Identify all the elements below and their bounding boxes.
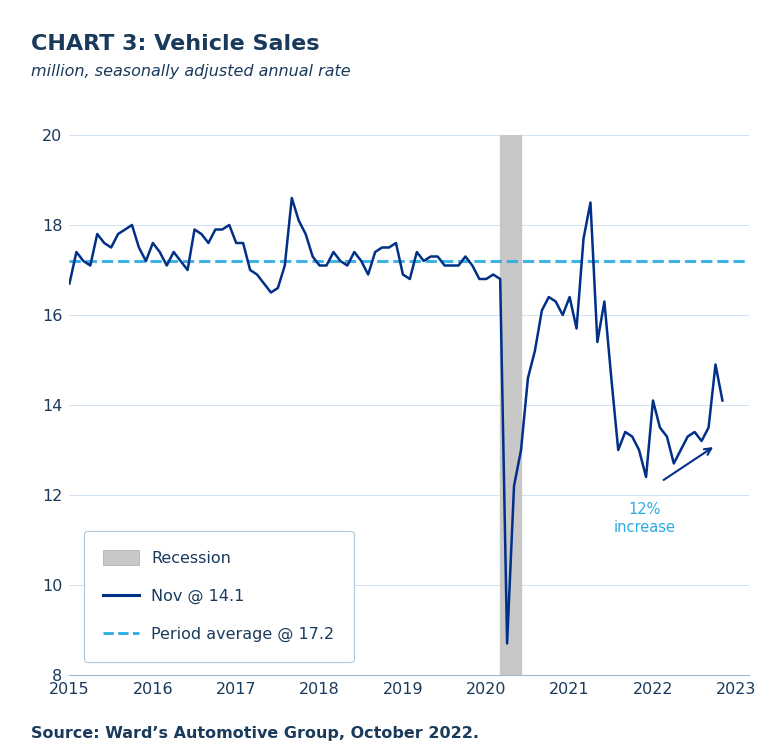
Text: CHART 3: Vehicle Sales: CHART 3: Vehicle Sales	[31, 34, 320, 54]
Text: 12%
increase: 12% increase	[614, 502, 676, 536]
Text: Source: Ward’s Automotive Group, October 2022.: Source: Ward’s Automotive Group, October…	[31, 726, 479, 741]
Legend: Recession, Nov @ 14.1, Period average @ 17.2: Recession, Nov @ 14.1, Period average @ …	[84, 531, 354, 662]
Text: million, seasonally adjusted annual rate: million, seasonally adjusted annual rate	[31, 64, 350, 79]
Bar	[500, 135, 521, 675]
